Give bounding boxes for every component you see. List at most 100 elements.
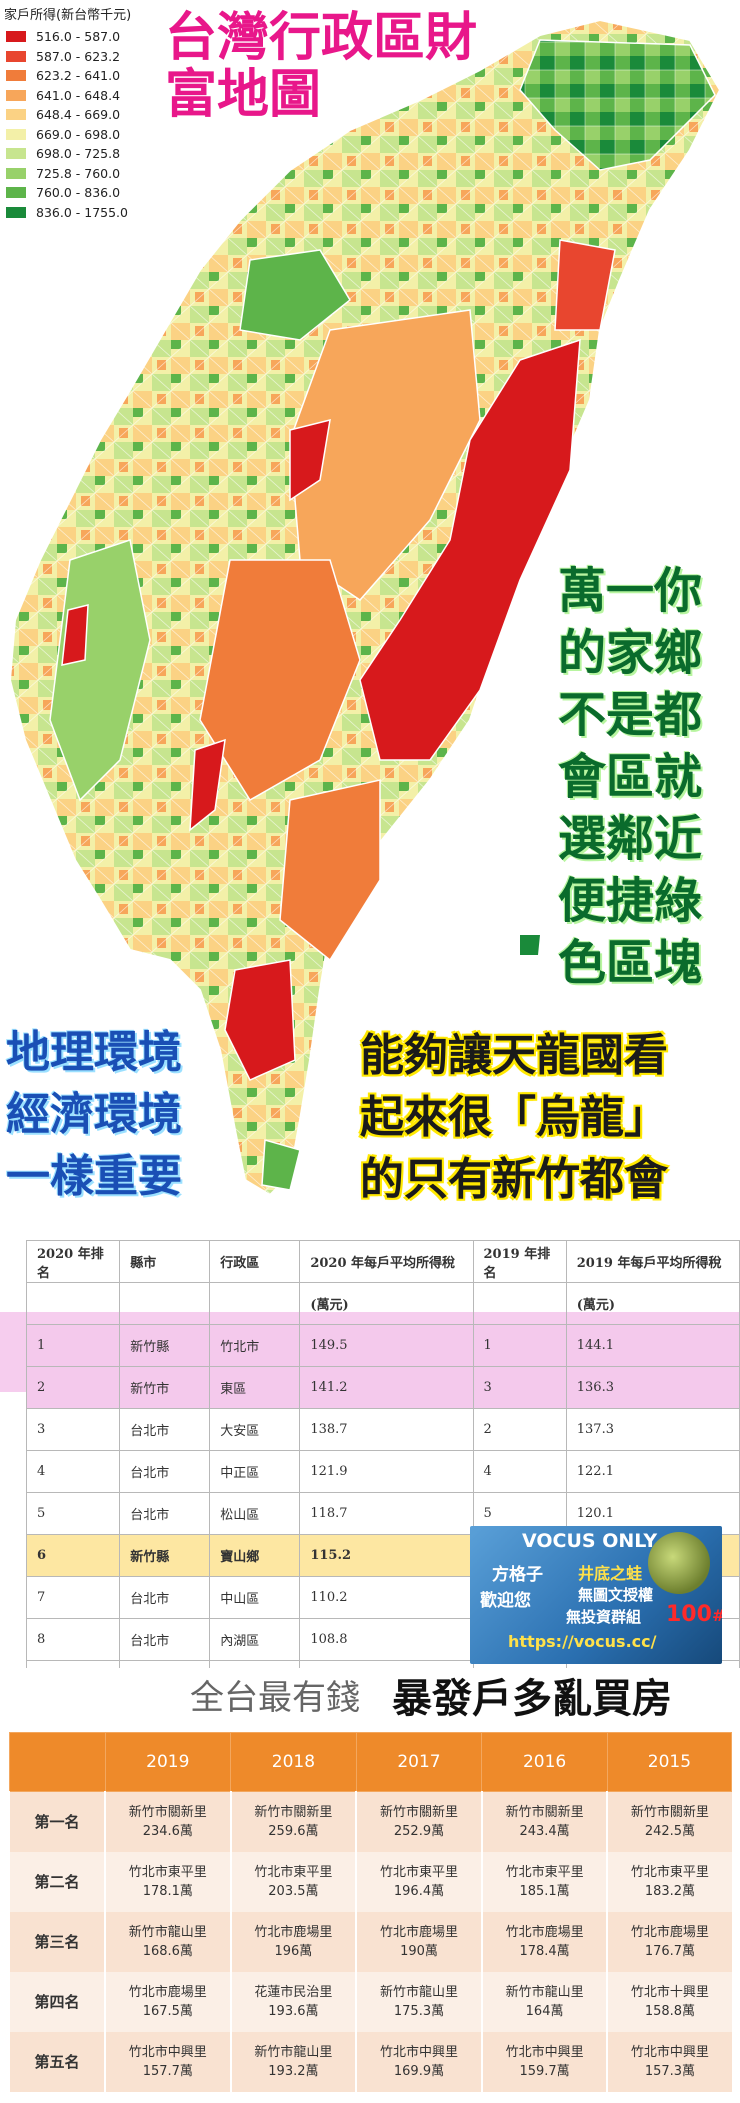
village-name: 竹北市東平里 [379, 1865, 458, 1880]
west-island-red [61, 604, 89, 666]
legend-entries: 516.0 - 587.0 587.0 - 623.2 623.2 - 641.0 6… [4, 27, 169, 222]
income-value: 196.4萬 [393, 1884, 445, 1899]
district-cell: 松山區 [209, 1492, 301, 1535]
village-income-cell: 竹北市東平里 203.5萬 [229, 1852, 357, 1912]
village-income-cell: 新竹市關新里 242.5萬 [606, 1791, 732, 1852]
village-name: 新竹市關新里 [128, 1805, 207, 1820]
green-islet [520, 935, 540, 955]
unit-cell [209, 1282, 301, 1325]
richest-table-body: 第一名 新竹市關新里 234.6萬 新竹市關新里 259.6萬 新竹市關新里 252.9萬新… [8, 1791, 732, 2092]
income-value: 234.6萬 [142, 1824, 193, 1839]
village-name: 竹北市東平里 [128, 1865, 207, 1880]
village-name: 竹北市東平里 [254, 1865, 333, 1880]
year-header: 2018 [230, 1732, 357, 1792]
title-line: 台灣行政區財 [165, 8, 478, 68]
table-unit-row: (萬元) (萬元) [25, 1282, 740, 1325]
rank-label: 第二名 [8, 1852, 105, 1912]
rank-2020-cell: 6 [25, 1534, 121, 1577]
header-rank-2020: 2020 年排名 [25, 1240, 121, 1283]
map-title-caption: 台灣行政區財 富地圖 [165, 8, 478, 126]
rank-2019-cell: 4 [472, 1450, 567, 1493]
caption-line: 經濟環境 [6, 1089, 182, 1140]
village-name: 竹北市東平里 [630, 1865, 709, 1880]
tax-2020-cell: 115.2 [299, 1534, 474, 1577]
header-tax-2019: 2019 年每戶平均所得稅 [565, 1240, 740, 1283]
table-row: 5 台北市 松山區 118.7 5 120.1 [25, 1492, 740, 1535]
tax-2020-cell: 149.5 [299, 1324, 474, 1367]
rank-2019-cell: 2 [472, 1408, 567, 1451]
left-environment-caption: 地理環境 經濟環境 一樣重要 [6, 1022, 182, 1208]
caption-line: 會區就 [558, 749, 703, 805]
table-row: 4 台北市 中正區 121.9 4 122.1 [25, 1450, 740, 1493]
county-cell: 台北市 [119, 1408, 211, 1451]
village-name: 新竹市關新里 [379, 1805, 458, 1820]
title-line: 富地圖 [165, 65, 322, 126]
legend-label: 648.4 - 669.0 [36, 107, 121, 123]
caption-line: 一樣重要 [6, 1151, 182, 1202]
county-cell: 新竹縣 [119, 1324, 211, 1367]
village-name: 竹北市中興里 [128, 2045, 207, 2060]
header-county: 縣市 [119, 1240, 211, 1283]
village-income-cell: 竹北市中興里 157.3萬 [606, 2032, 732, 2092]
legend-label: 669.0 - 698.0 [36, 126, 121, 142]
district-cell: 竹北市 [209, 1324, 301, 1367]
income-value: 193.2萬 [268, 2064, 319, 2079]
legend-label: 725.8 - 760.0 [36, 165, 121, 181]
table-row: 第一名 新竹市關新里 234.6萬 新竹市關新里 259.6萬 新竹市關新里 252.9萬新… [8, 1791, 732, 1852]
legend-entry: 516.0 - 587.0 [4, 27, 169, 47]
watermark-line: 無投資群組 [566, 1608, 642, 1626]
village-name: 新竹市龍山里 [505, 1985, 584, 2000]
income-value: 242.5萬 [644, 1824, 696, 1839]
village-income-cell: 新竹市關新里 243.4萬 [480, 1791, 608, 1852]
taiwan-income-map: 家戶所得(新台幣千元) 516.0 - 587.0 587.0 - 623.2 62… [4, 4, 720, 1211]
table-row: 第三名 新竹市龍山里 168.6萬 竹北市鹿場里 196萬 竹北市鹿場里 190萬 竹北市鹿場… [8, 1912, 732, 1972]
middle-hsinchu-caption: 能夠讓天龍國看 起來很「烏龍」 的只有新竹都會 [360, 1025, 668, 1211]
rank-2020-cell: 1 [25, 1324, 121, 1367]
legend-swatch [6, 109, 26, 121]
village-income-cell: 竹北市鹿場里 176.7萬 [606, 1912, 732, 1972]
income-value: 164萬 [525, 2004, 564, 2019]
legend-label: 836.0 - 1755.0 [36, 204, 128, 220]
table-row: 3 台北市 大安區 138.7 2 137.3 [25, 1408, 740, 1451]
legend-entry: 698.0 - 725.8 [4, 144, 169, 164]
legend-entry: 648.4 - 669.0 [4, 105, 169, 125]
village-name: 竹北市十興里 [630, 1985, 709, 2000]
income-tax-ranking-section: 2020 年排名 縣市 行政區 2020 年每戶平均所得稅 2019 年排名 2… [0, 1222, 740, 1745]
district-cell: 內湖區 [209, 1618, 301, 1661]
rank-2020-cell: 5 [25, 1492, 121, 1535]
income-value: 176.7萬 [644, 1944, 696, 1959]
header-tax-2020: 2020 年每戶平均所得稅 [299, 1240, 474, 1283]
caption-line: 色區塊 [558, 935, 703, 991]
rank-2020-cell: 4 [25, 1450, 121, 1493]
legend-entry: 836.0 - 1755.0 [4, 203, 169, 223]
tax-2019-cell: 122.1 [565, 1450, 740, 1493]
legend-entry: 669.0 - 698.0 [4, 125, 169, 145]
income-value: 243.4萬 [519, 1824, 570, 1839]
tax-2020-cell: 118.7 [299, 1492, 474, 1535]
table-row: 第五名 竹北市中興里 157.7萬 新竹市龍山里 193.2萬 竹北市中興里 169.9萬竹… [8, 2032, 732, 2092]
income-value: 158.8萬 [644, 2004, 696, 2019]
legend-title: 家戶所得(新台幣千元) [4, 8, 132, 23]
watermark-line: https://vocus.cc/ [508, 1632, 657, 1651]
rank-2019-cell: 3 [472, 1366, 567, 1409]
legend-entry: 725.8 - 760.0 [4, 164, 169, 184]
tax-2019-cell: 137.3 [565, 1408, 740, 1451]
east-red-region [359, 338, 581, 761]
rank-2020-cell: 3 [25, 1408, 121, 1451]
county-cell: 台北市 [119, 1576, 211, 1619]
badge-number: 100 [666, 1602, 712, 1627]
legend-swatch [6, 89, 26, 101]
legend-swatch [6, 187, 26, 199]
legend-swatch [6, 50, 26, 62]
year-header: 2017 [355, 1732, 483, 1792]
village-name: 竹北市鹿場里 [379, 1925, 458, 1940]
unit-cell [25, 1282, 121, 1325]
table-row: 2 新竹市 東區 141.2 3 136.3 [25, 1366, 740, 1409]
northwest-green-region [239, 249, 351, 341]
map-legend: 家戶所得(新台幣千元) 516.0 - 587.0 587.0 - 623.2 62… [4, 4, 169, 222]
village-income-cell: 竹北市鹿場里 196萬 [229, 1912, 357, 1972]
legend-label: 516.0 - 587.0 [36, 29, 121, 45]
income-value: 178.1萬 [142, 1884, 193, 1899]
caption-line: 起來很「烏龍」 [360, 1092, 668, 1143]
village-name: 新竹市關新里 [254, 1805, 333, 1820]
